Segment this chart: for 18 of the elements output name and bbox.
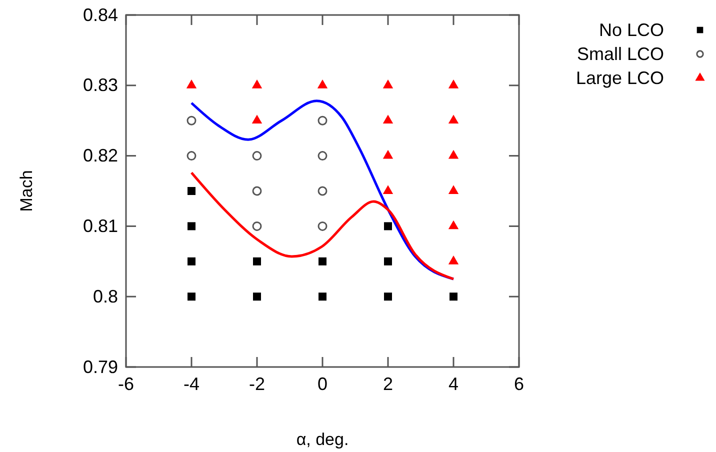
x-tick-label: 0 — [317, 374, 328, 394]
x-tick-label: 6 — [514, 374, 524, 394]
y-tick-label: 0.79 — [82, 356, 118, 377]
legend-label: No LCO — [598, 20, 664, 40]
legend-label: Small LCO — [576, 44, 664, 64]
y-tick-label: 0.8 — [92, 286, 118, 306]
x-tick-label: -4 — [183, 374, 200, 394]
x-tick-label: 2 — [382, 374, 394, 394]
y-axis-title: Mach — [17, 170, 36, 212]
legend-label: Large LCO — [576, 68, 664, 88]
y-tick-label: 0.81 — [82, 216, 118, 236]
y-tick-label: 0.84 — [82, 4, 118, 25]
y-tick-label: 0.82 — [82, 146, 118, 166]
x-axis-title: α, deg. — [296, 430, 349, 449]
x-tick-label: -6 — [118, 374, 134, 394]
x-tick-label: 4 — [448, 374, 459, 394]
x-tick-label: -2 — [248, 374, 266, 394]
y-tick-label: 0.83 — [82, 75, 118, 96]
